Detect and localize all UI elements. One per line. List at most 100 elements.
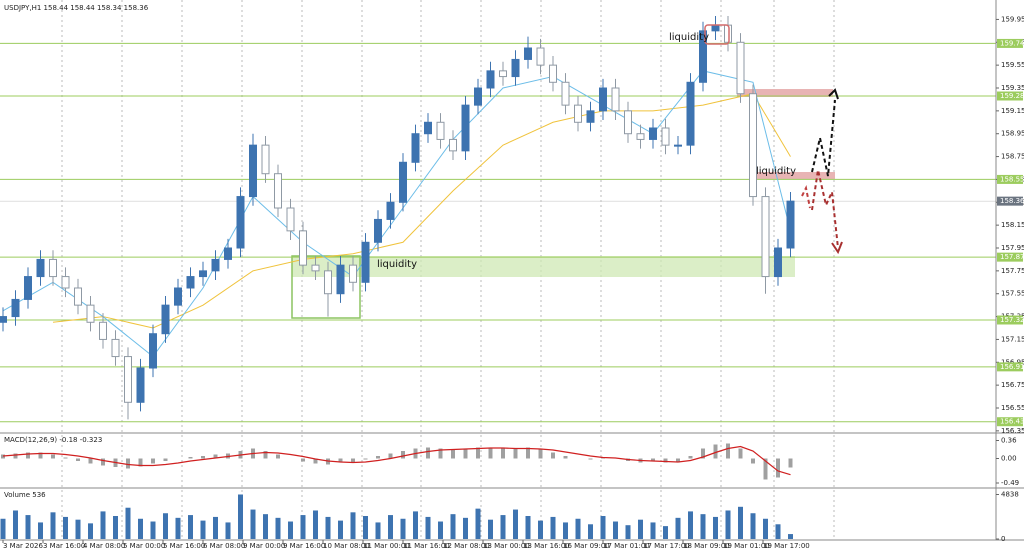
macd-bar: [276, 454, 280, 459]
candle-body: [674, 144, 682, 147]
macd-bar: [788, 458, 793, 468]
macd-bar: [301, 458, 305, 462]
level-label: 157.32: [1000, 316, 1024, 324]
candle-body: [136, 367, 145, 403]
volume-bar: [625, 525, 631, 539]
macd-bar: [76, 458, 80, 461]
candle-body: [711, 24, 720, 32]
macd-bar: [338, 458, 343, 463]
candle-body: [36, 258, 45, 278]
candle-body: [224, 247, 232, 260]
x-tick-label: 4 Mar 08:00: [83, 542, 125, 550]
volume-bar: [500, 515, 506, 539]
volume-bar: [488, 519, 493, 539]
macd-signal: [2, 445, 791, 476]
volume-bar: [413, 511, 418, 539]
candle-body: [61, 276, 70, 289]
volume-bar: [700, 514, 706, 539]
macd-bar: [263, 451, 268, 459]
macd-bar: [713, 444, 718, 459]
candle-body: [561, 81, 570, 106]
candle-body: [211, 258, 220, 272]
level-tag: [997, 38, 1023, 48]
volume-bar: [475, 508, 481, 539]
candle-body: [124, 356, 132, 403]
volume-bar: [425, 516, 431, 539]
candle-body: [461, 104, 470, 152]
macd-bar: [138, 458, 143, 467]
x-tick-label: 10 Mar 08:00: [323, 542, 370, 550]
volume-bar: [325, 516, 331, 539]
resistance-zone: [737, 89, 833, 97]
volume-bar: [713, 516, 718, 539]
last-price-tag: [997, 196, 1023, 206]
x-tick-label: 3 Mar 2026: [3, 542, 43, 550]
volume-bar: [338, 520, 343, 539]
macd-bar: [776, 458, 780, 478]
volume-bar: [538, 520, 543, 539]
volume-bar: [563, 522, 568, 539]
candle-body: [549, 64, 557, 83]
candle-body: [199, 270, 207, 278]
candle-body: [386, 201, 395, 220]
x-tick-label: 11 Mar 16:00: [403, 542, 450, 550]
level-tag: [997, 252, 1023, 262]
volume-bar: [238, 494, 243, 539]
volume-label: Volume 536: [4, 491, 46, 499]
macd-bar: [426, 447, 430, 459]
level-label: 156.91: [1000, 363, 1024, 371]
volume-bar: [0, 518, 6, 539]
macd-bar: [738, 448, 743, 459]
candle-body: [274, 173, 282, 209]
candle-body: [299, 230, 307, 266]
y-tick-label: 4838: [1001, 490, 1019, 498]
volume-bar: [63, 516, 68, 539]
macd-bar: [213, 454, 218, 459]
candle-body: [349, 264, 357, 283]
liquidity-box: [291, 255, 361, 319]
macd-bar: [126, 458, 130, 469]
macd-bar: [401, 451, 405, 459]
macd-bar: [51, 454, 55, 459]
macd-bar: [501, 448, 505, 459]
volume-bar: [113, 516, 118, 539]
candle-body: [624, 110, 632, 135]
x-tick-label: 19 Mar 17:00: [763, 542, 810, 550]
candle-body: [761, 196, 770, 278]
volume-bar: [213, 516, 218, 539]
macd-bar: [363, 458, 368, 460]
macd-bar: [38, 452, 43, 459]
y-tick-label: 159.15: [1001, 107, 1024, 115]
candle-body: [686, 81, 695, 146]
candle-body: [174, 287, 182, 306]
annotation: liquidity: [756, 166, 796, 177]
volume-bar: [388, 515, 393, 539]
x-tick-label: 9 Mar 16:00: [283, 542, 325, 550]
macd-bar: [751, 458, 755, 464]
level-tag: [997, 91, 1023, 101]
x-tick-label: 17 Mar 01:00: [603, 542, 650, 550]
level-tag: [997, 315, 1023, 325]
candle-body: [611, 87, 620, 112]
macd-bar: [726, 443, 730, 459]
candle-body: [111, 338, 120, 358]
chart-title: USDJPY,H1 158.44 158.44 158.34 158.36: [4, 4, 149, 12]
y-tick-label: 156.35: [1001, 427, 1024, 435]
macd-bar: [526, 447, 530, 459]
x-tick-label: 3 Mar 16:00: [43, 542, 85, 550]
volume-bar: [138, 518, 143, 539]
last-price-label: 158.36: [1000, 197, 1024, 205]
level-tag: [997, 362, 1023, 372]
volume-bar: [25, 515, 31, 539]
candle-body: [699, 30, 707, 83]
candle-body: [0, 316, 8, 323]
y-tick-label: 157.95: [1001, 244, 1024, 252]
volume-bar: [688, 511, 693, 539]
volume-bar: [313, 510, 318, 539]
volume-bar: [463, 517, 468, 539]
candle-body: [399, 161, 407, 203]
x-tick-label: 5 Mar 16:00: [163, 542, 205, 550]
macd-bar: [676, 458, 680, 463]
candle-body: [474, 87, 482, 106]
